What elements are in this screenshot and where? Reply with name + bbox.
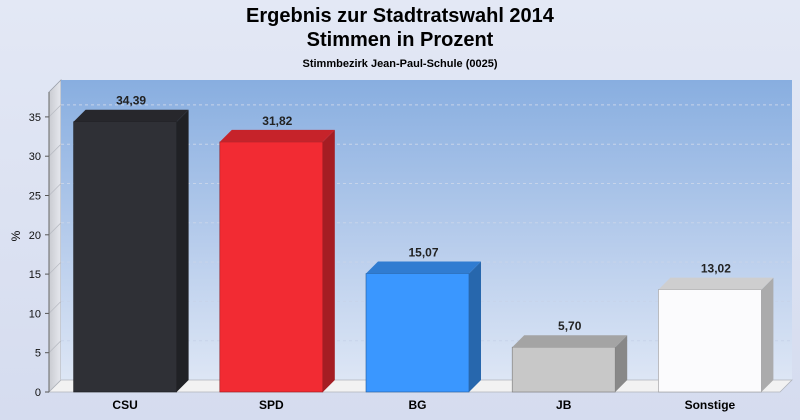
bar-front [73,121,177,393]
y-axis-title: % [9,230,23,241]
value-label: 13,02 [701,262,731,276]
bar-top [512,335,628,348]
bar-top [366,261,481,274]
gridline-side [48,261,62,275]
y-tick-label: 25 [29,191,41,203]
chart-subtitle: Stimmbezirk Jean-Paul-Schule (0025) [302,58,498,70]
category-label: Sonstige [685,398,736,412]
gridline-side [48,301,62,314]
y-tick-label: 0 [35,387,41,399]
value-label: 5,70 [558,319,582,333]
bar-side [469,261,481,392]
gridline-side [48,143,62,157]
y-tick-label: 15 [29,269,41,281]
y-tick-label: 5 [35,348,41,360]
category-label: SPD [259,398,284,412]
gridline-side [48,222,62,236]
y-tick-label: 20 [29,230,41,242]
bar-front [365,273,470,393]
bar-front [658,289,762,393]
bar-top [73,109,189,122]
bar-side [761,277,774,392]
value-label: 34,39 [116,94,146,108]
bar-bg [365,261,481,393]
bar-sonstige [658,277,774,393]
bar-csu [73,109,189,393]
y-tick-label: 10 [29,308,41,320]
bar-side [322,129,335,392]
y-tick-label: 35 [29,112,41,124]
plot-side-wall [48,79,62,393]
chart-title: Ergebnis zur Stadtratswahl 2014 [246,5,554,27]
value-label: 31,82 [262,114,292,128]
chart-title-line2: Stimmen in Prozent [306,29,494,51]
gridline-side [48,340,62,353]
value-label: 15,07 [408,246,438,260]
bar-front [219,141,324,393]
y-tick-label: 30 [29,151,41,163]
gridline-side [48,104,62,118]
category-label: CSU [112,398,137,412]
bar-jb [511,335,628,393]
bar-spd [219,129,335,393]
bar-side [615,335,628,392]
category-label: JB [556,398,572,412]
chart-header: Ergebnis zur Stadtratswahl 2014 Stimmen … [0,4,800,70]
bar-top [658,277,774,290]
bar-side [176,109,189,392]
category-label: BG [409,398,427,412]
bar-front [511,346,616,393]
bar-top [219,129,335,142]
gridline-side [48,183,62,196]
